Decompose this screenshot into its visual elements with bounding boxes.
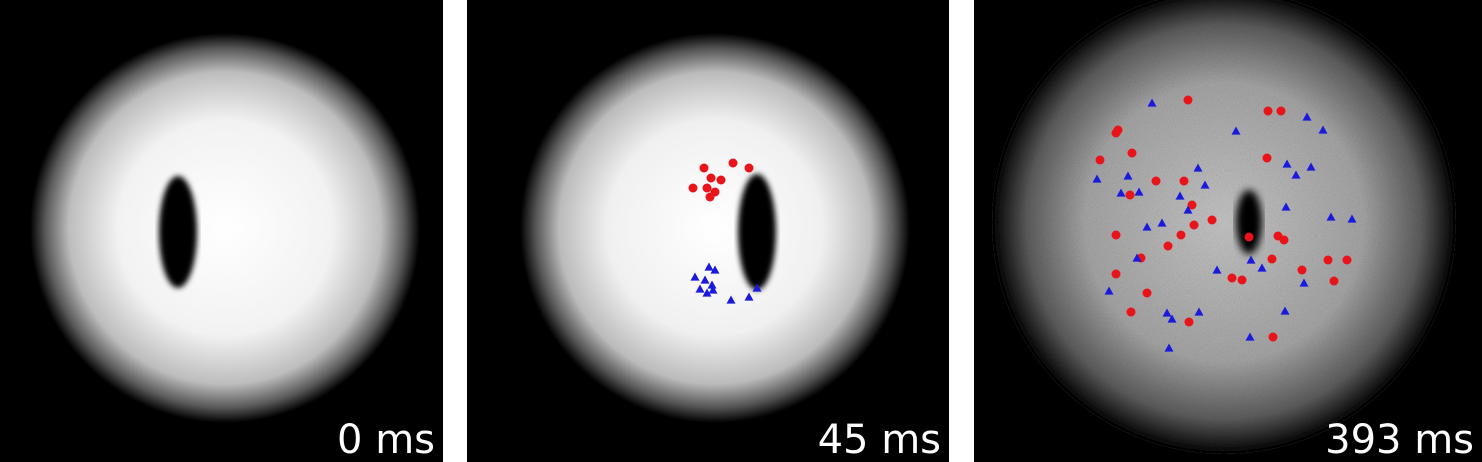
red-vortex-marker (1297, 265, 1307, 275)
red-vortex-marker (1183, 95, 1193, 105)
blue-antivortex-marker (702, 288, 712, 297)
blue-antivortex-marker (1183, 205, 1193, 214)
blue-antivortex-marker (1134, 187, 1144, 196)
red-vortex-marker (1237, 275, 1247, 285)
blue-antivortex-marker (1116, 188, 1126, 197)
blue-antivortex-marker (1246, 255, 1256, 264)
blue-antivortex-marker (1175, 191, 1185, 200)
vortex-hole (738, 174, 776, 290)
blue-antivortex-marker (1123, 171, 1133, 180)
blue-antivortex-marker (752, 283, 762, 292)
blue-antivortex-marker (1167, 314, 1177, 323)
blue-antivortex-marker (1142, 222, 1152, 231)
blue-antivortex-marker (1104, 286, 1114, 295)
density-image-393ms (974, 0, 1482, 462)
blue-antivortex-marker (1147, 98, 1157, 107)
blue-antivortex-marker (1302, 112, 1312, 121)
red-vortex-marker (1329, 276, 1339, 286)
blue-antivortex-marker (1162, 308, 1172, 317)
red-vortex-marker (1227, 273, 1237, 283)
red-vortex-marker (1207, 215, 1217, 225)
red-vortex-marker (1125, 190, 1135, 200)
blue-antivortex-marker (690, 272, 700, 281)
condensate-cloud (520, 33, 910, 423)
red-vortex-marker (1127, 148, 1137, 158)
red-vortex-marker (1142, 288, 1152, 298)
red-vortex-marker (1342, 255, 1352, 265)
blue-antivortex-marker (1282, 159, 1292, 168)
blue-antivortex-marker (1212, 265, 1222, 274)
panel-0ms: 0 ms (0, 0, 443, 462)
vortex-hole (159, 176, 197, 288)
time-label: 393 ms (1325, 417, 1474, 462)
blue-antivortex-marker (726, 295, 736, 304)
blue-antivortex-marker (1281, 202, 1291, 211)
red-vortex-marker (1323, 255, 1333, 265)
panel-45ms: 45 ms (467, 0, 949, 462)
vortex-markers (688, 158, 762, 304)
time-label: 0 ms (337, 417, 435, 462)
blue-antivortex-marker (707, 280, 717, 289)
red-vortex-marker (1244, 232, 1254, 242)
blue-antivortex-marker (1193, 163, 1203, 172)
blue-antivortex-marker (695, 284, 705, 293)
blue-antivortex-marker (1257, 263, 1267, 272)
blue-antivortex-marker (1092, 174, 1102, 183)
blue-antivortex-marker (710, 265, 720, 274)
red-vortex-marker (1276, 106, 1286, 116)
red-vortex-marker (1113, 125, 1123, 135)
blue-antivortex-marker (708, 285, 718, 294)
blue-antivortex-marker (704, 262, 714, 271)
blue-antivortex-marker (1164, 343, 1174, 352)
blue-antivortex-marker (1299, 278, 1309, 287)
blue-antivortex-marker (1280, 306, 1290, 315)
blue-antivortex-marker (1194, 307, 1204, 316)
red-vortex-marker (706, 173, 716, 183)
blue-antivortex-marker (1157, 218, 1167, 227)
red-vortex-marker (1189, 220, 1199, 230)
red-vortex-marker (705, 192, 715, 202)
red-vortex-marker (1263, 106, 1273, 116)
red-vortex-marker (1176, 230, 1186, 240)
blue-antivortex-marker (1326, 212, 1336, 221)
blue-antivortex-marker (1347, 214, 1357, 223)
density-image-0ms (0, 0, 443, 462)
time-label: 45 ms (817, 417, 941, 462)
blue-antivortex-marker (1306, 162, 1316, 171)
blue-antivortex-marker (1231, 126, 1241, 135)
blue-antivortex-marker (1291, 170, 1301, 179)
vortex-hole (1236, 190, 1262, 254)
red-vortex-marker (744, 163, 754, 173)
red-vortex-marker (702, 183, 712, 193)
red-vortex-marker (1262, 153, 1272, 163)
condensate-cloud (30, 33, 420, 423)
panel-393ms: 393 ms (974, 0, 1482, 462)
red-vortex-marker (1268, 332, 1278, 342)
blue-antivortex-marker (1200, 180, 1210, 189)
red-vortex-marker (1111, 269, 1121, 279)
red-vortex-marker (1126, 307, 1136, 317)
red-vortex-marker (699, 163, 709, 173)
blue-antivortex-marker (700, 275, 710, 284)
red-vortex-marker (1187, 200, 1197, 210)
condensate-cloud (992, 0, 1456, 454)
red-vortex-marker (728, 158, 738, 168)
blue-antivortex-marker (1132, 253, 1142, 262)
red-vortex-marker (1179, 176, 1189, 186)
red-vortex-marker (1095, 155, 1105, 165)
red-vortex-marker (688, 183, 698, 193)
density-image-45ms (467, 0, 949, 462)
red-vortex-marker (1184, 317, 1194, 327)
vortex-markers (1092, 95, 1357, 352)
blue-antivortex-marker (744, 292, 754, 301)
red-vortex-marker (1267, 254, 1277, 264)
red-vortex-marker (1279, 235, 1289, 245)
red-vortex-marker (716, 175, 726, 185)
blue-antivortex-marker (1318, 125, 1328, 134)
red-vortex-marker (1163, 241, 1173, 251)
red-vortex-marker (1151, 176, 1161, 186)
red-vortex-marker (1111, 230, 1121, 240)
blue-antivortex-marker (1245, 332, 1255, 341)
